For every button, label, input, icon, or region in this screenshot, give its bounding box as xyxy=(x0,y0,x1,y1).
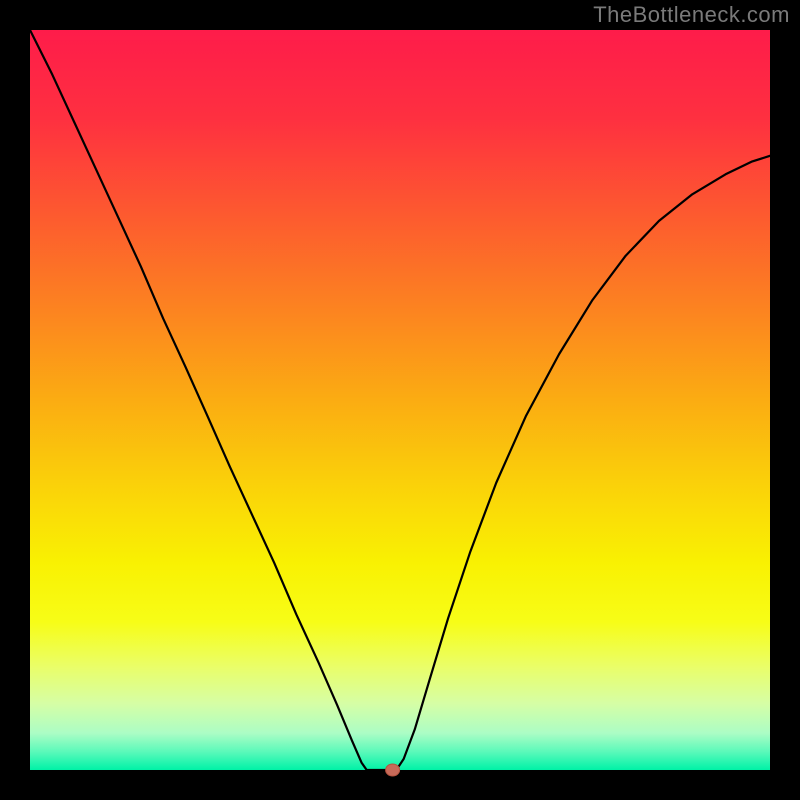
plot-background xyxy=(30,30,770,770)
chart-stage: TheBottleneck.com xyxy=(0,0,800,800)
bottleneck-curve-chart xyxy=(0,0,800,800)
watermark-text: TheBottleneck.com xyxy=(593,2,790,28)
optimal-point-marker xyxy=(386,764,400,776)
